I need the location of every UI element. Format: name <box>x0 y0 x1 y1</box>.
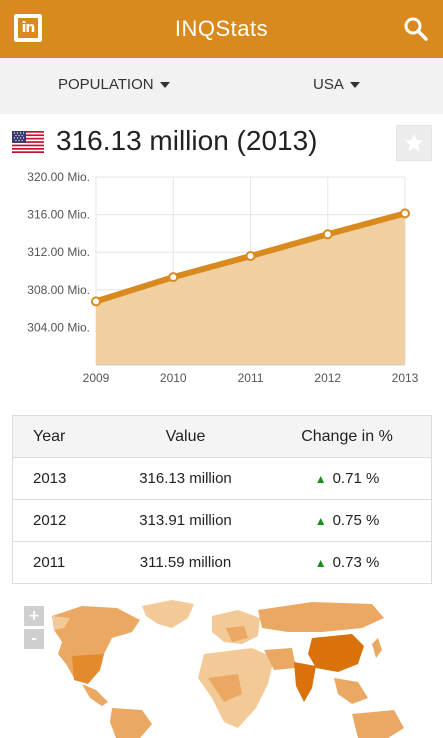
zoom-out-button[interactable]: - <box>24 629 44 649</box>
table-row: 2013 316.13 million ▲ 0.71 % <box>13 457 431 499</box>
x-tick-label: 2011 <box>238 371 264 385</box>
world-map[interactable]: + - <box>12 598 432 738</box>
data-table: Year Value Change in % 2013 316.13 milli… <box>12 415 432 584</box>
cell-year: 2011 <box>33 554 66 571</box>
app-logo: in <box>14 14 42 42</box>
indicator-label: POPULATION <box>58 76 154 93</box>
y-tick-label: 320.00 Mio. <box>27 170 90 184</box>
table-row: 2012 313.91 million ▲ 0.75 % <box>13 499 431 541</box>
header-change: Change in % <box>301 427 393 445</box>
cell-value: 313.91 million <box>139 512 232 529</box>
cell-year: 2013 <box>33 470 67 487</box>
caret-down-icon <box>349 81 360 88</box>
population-chart: 320.00 Mio. 316.00 Mio. 312.00 Mio. 308.00 … <box>27 170 419 385</box>
country-dropdown[interactable]: USA <box>313 76 360 93</box>
y-tick-label: 304.00 Mio. <box>27 320 90 334</box>
x-tick-label: 2012 <box>314 371 341 385</box>
x-tick-label: 2010 <box>160 371 187 385</box>
data-point <box>245 251 256 262</box>
app-title: INQStats <box>174 16 269 41</box>
star-icon <box>404 133 424 152</box>
change-text: 0.71 % <box>332 470 380 487</box>
header-year: Year <box>33 427 66 445</box>
headline-value: 316.13 million (2013) <box>56 125 318 156</box>
search-icon[interactable] <box>403 16 429 42</box>
up-arrow-icon: ▲ <box>314 514 327 528</box>
logo-text: in <box>18 18 38 38</box>
cell-value: 311.59 million <box>139 554 232 571</box>
filter-bar: POPULATION USA <box>0 58 443 114</box>
cell-change: ▲ 0.73 % <box>263 554 431 571</box>
cell-change: ▲ 0.71 % <box>263 470 431 487</box>
country-label: USA <box>313 76 344 93</box>
world-map-graphic <box>52 600 404 738</box>
y-tick-label: 316.00 Mio. <box>27 208 90 222</box>
up-arrow-icon: ▲ <box>314 556 327 570</box>
cell-value: 316.13 million <box>139 470 232 487</box>
favorite-button[interactable] <box>396 125 432 161</box>
data-point <box>400 208 410 219</box>
table-header-row: Year Value Change in % <box>13 416 431 457</box>
caret-down-icon <box>159 81 170 88</box>
data-point <box>168 272 179 283</box>
x-tick-label: 2009 <box>83 371 110 385</box>
data-point <box>322 229 333 240</box>
cell-year: 2012 <box>33 512 67 529</box>
change-text: 0.73 % <box>332 554 380 571</box>
y-tick-label: 308.00 Mio. <box>27 283 90 297</box>
app-header: in INQStats <box>0 0 443 58</box>
indicator-dropdown[interactable]: POPULATION <box>58 76 170 93</box>
headline: 316.13 million (2013) <box>12 125 432 163</box>
y-tick-label: 312.00 Mio. <box>27 245 90 259</box>
table-row: 2011 311.59 million ▲ 0.73 % <box>13 541 431 583</box>
x-tick-label: 2013 <box>392 371 419 385</box>
cell-change: ▲ 0.75 % <box>263 512 431 529</box>
change-text: 0.75 % <box>332 512 380 529</box>
data-point <box>91 296 101 307</box>
area-fill <box>96 213 405 365</box>
header-value: Value <box>165 427 206 445</box>
us-flag-icon <box>12 131 44 153</box>
zoom-in-button[interactable]: + <box>24 606 44 626</box>
up-arrow-icon: ▲ <box>314 472 327 486</box>
